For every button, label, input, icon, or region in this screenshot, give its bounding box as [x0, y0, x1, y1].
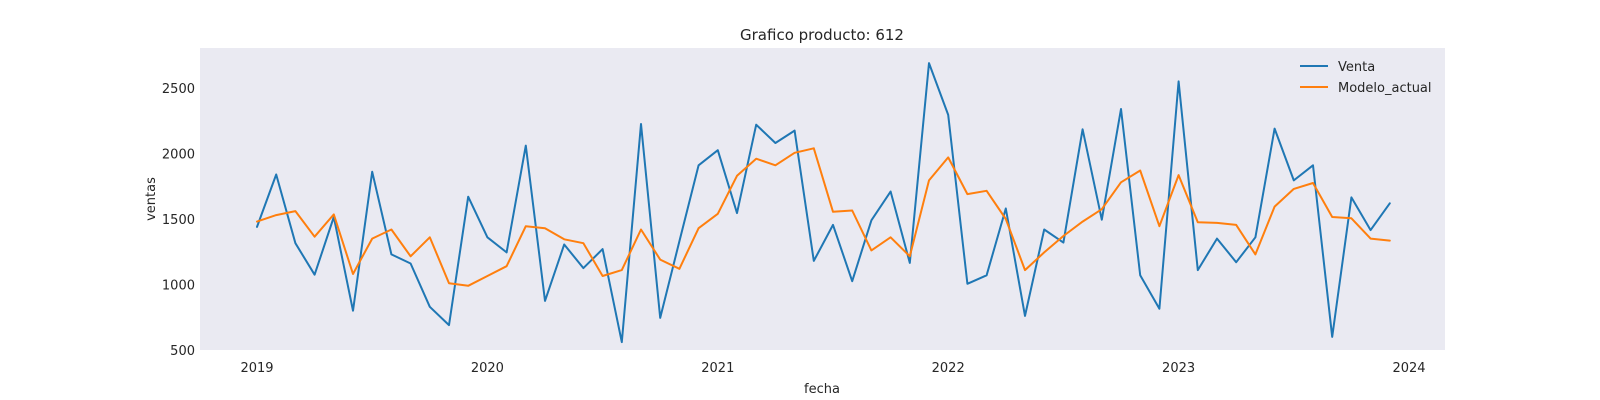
x-axis-ticks: 2019 2020 2021 2022 2023 2024 [240, 361, 1425, 376]
y-axis-ticks: 500 1000 1500 2000 2500 [162, 82, 195, 359]
x-tick-label: 2022 [932, 361, 965, 376]
y-tick-label: 500 [170, 344, 195, 359]
legend-item: Modelo_actual [1300, 81, 1432, 96]
series-line-venta [256, 62, 1391, 344]
x-axis-title: fecha [804, 382, 840, 397]
legend-label: Venta [1338, 60, 1375, 75]
y-tick-label: 2500 [162, 82, 195, 97]
x-tick-label: 2020 [471, 361, 504, 376]
x-tick-label: 2024 [1392, 361, 1425, 376]
x-tick-label: 2023 [1162, 361, 1195, 376]
series-line-modelo_actual [256, 147, 1391, 287]
series-lines [256, 62, 1391, 344]
legend-item: Venta [1300, 60, 1375, 75]
x-tick-label: 2019 [240, 361, 273, 376]
plot-area [200, 48, 1445, 350]
y-tick-label: 1000 [162, 279, 195, 294]
y-tick-label: 2000 [162, 148, 195, 163]
y-axis-title: ventas [144, 177, 159, 221]
legend: Venta Modelo_actual [1300, 60, 1432, 96]
legend-label: Modelo_actual [1338, 81, 1432, 96]
chart-title: Grafico producto: 612 [740, 26, 904, 44]
x-tick-label: 2021 [701, 361, 734, 376]
y-tick-label: 1500 [162, 213, 195, 228]
